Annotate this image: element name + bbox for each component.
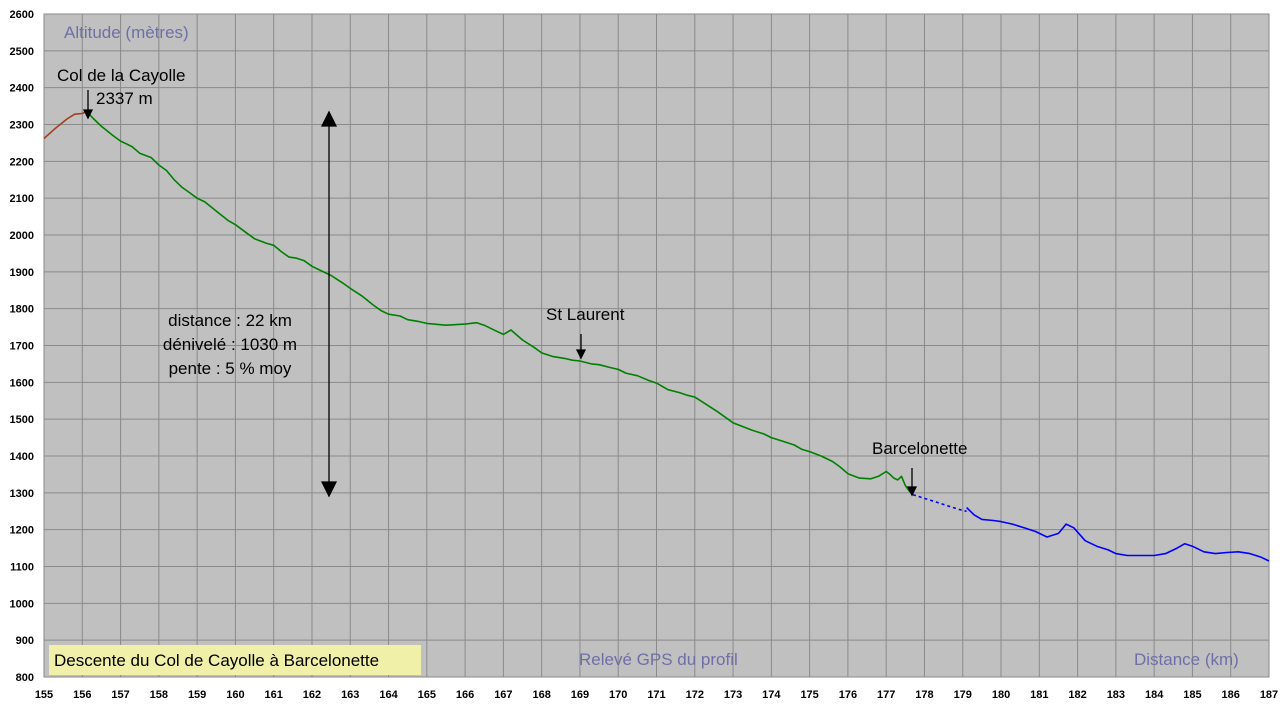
x-tick-label: 167	[494, 689, 512, 701]
y-tick-label: 1100	[10, 562, 34, 574]
y-tick-label: 2100	[10, 193, 34, 205]
x-tick-label: 168	[532, 689, 550, 701]
x-tick-label: 187	[1260, 689, 1278, 701]
y-axis-ticks: 800 900 1000 1100 1200 1300 1400 1500 1600 1700 18…	[10, 9, 34, 684]
y-tick-label: 2300	[10, 120, 34, 132]
x-axis-ticks: 155 156 157 158 159 160 161 162 163 164 165 166 167 1…	[35, 689, 1278, 701]
y-tick-label: 1600	[10, 377, 34, 389]
x-tick-label: 184	[1145, 689, 1164, 701]
x-tick-label: 173	[724, 689, 742, 701]
descent-series-line	[85, 110, 914, 496]
x-tick-label: 158	[150, 689, 168, 701]
stat-denivele: dénivelé : 1030 m	[163, 335, 297, 354]
x-tick-label: 157	[111, 689, 129, 701]
y-tick-label: 800	[16, 672, 34, 684]
x-tick-label: 166	[456, 689, 474, 701]
y-tick-label: 1000	[10, 598, 34, 610]
x-tick-label: 175	[800, 689, 818, 701]
x-tick-label: 155	[35, 689, 53, 701]
y-tick-label: 1400	[10, 451, 34, 463]
col-name-label: Col de la Cayolle	[57, 66, 186, 85]
x-tick-label: 160	[226, 689, 244, 701]
x-axis-label: Distance (km)	[1134, 650, 1239, 669]
x-tick-label: 177	[877, 689, 895, 701]
x-tick-label: 176	[839, 689, 857, 701]
x-tick-label: 178	[915, 689, 933, 701]
x-tick-label: 162	[303, 689, 321, 701]
arrows	[82, 90, 918, 498]
y-tick-label: 2500	[10, 46, 34, 58]
valley-series-line	[966, 507, 1270, 562]
y-tick-label: 1900	[10, 267, 34, 279]
chart-title: Descente du Col de Cayolle à Barcelonett…	[54, 651, 379, 670]
x-tick-label: 182	[1068, 689, 1086, 701]
col-arrow-head	[82, 109, 94, 120]
y-tick-label: 2600	[10, 9, 34, 21]
chart-title-box	[49, 645, 421, 675]
col-alt-label: 2337 m	[96, 89, 153, 108]
stat-distance: distance : 22 km	[168, 311, 292, 330]
y-tick-label: 2200	[10, 156, 34, 168]
x-tick-label: 183	[1107, 689, 1125, 701]
st-laurent-label: St Laurent	[546, 305, 625, 324]
y-tick-label: 1300	[10, 488, 34, 500]
y-tick-label: 2400	[10, 83, 34, 95]
elevation-arrow-top	[320, 110, 338, 127]
grid-lines	[43, 13, 1270, 678]
x-tick-label: 156	[73, 689, 91, 701]
y-tick-label: 1700	[10, 341, 34, 353]
profile-lines	[43, 110, 1270, 562]
x-tick-label: 164	[379, 689, 398, 701]
x-tick-label: 180	[992, 689, 1010, 701]
x-tick-label: 174	[762, 689, 781, 701]
x-tick-label: 161	[265, 689, 283, 701]
x-tick-label: 165	[418, 689, 436, 701]
x-tick-label: 170	[609, 689, 627, 701]
y-tick-label: 1800	[10, 304, 34, 316]
x-tick-label: 171	[647, 689, 665, 701]
elevation-arrow-bottom	[320, 481, 338, 498]
x-tick-label: 185	[1183, 689, 1201, 701]
climb-series-line	[43, 110, 87, 140]
y-tick-label: 900	[16, 635, 34, 647]
y-tick-label: 2000	[10, 230, 34, 242]
y-axis-label: Altitude (mètres)	[64, 23, 189, 42]
x-tick-label: 169	[571, 689, 589, 701]
x-tick-label: 159	[188, 689, 206, 701]
x-tick-label: 186	[1222, 689, 1240, 701]
barcelonette-label: Barcelonette	[872, 439, 967, 458]
barcelonette-arrow-head	[906, 486, 918, 497]
connector-series-line	[912, 493, 967, 513]
x-tick-label: 172	[686, 689, 704, 701]
x-tick-label: 181	[1030, 689, 1048, 701]
stat-pente: pente : 5 % moy	[169, 359, 292, 378]
st-laurent-arrow-head	[575, 349, 587, 360]
source-label: Relevé GPS du profil	[579, 650, 738, 669]
y-tick-label: 1200	[10, 525, 34, 537]
y-tick-label: 1500	[10, 414, 34, 426]
x-tick-label: 179	[954, 689, 972, 701]
x-tick-label: 163	[341, 689, 359, 701]
